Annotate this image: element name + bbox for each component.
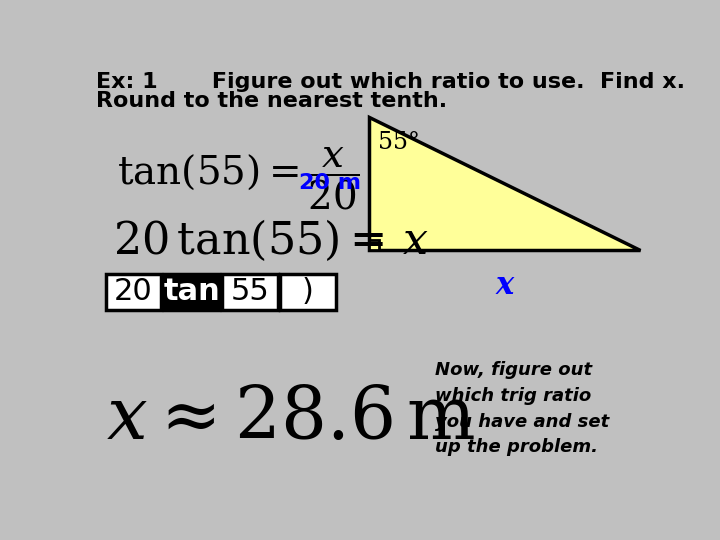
Text: 20: 20 bbox=[114, 278, 153, 307]
Text: tan: tan bbox=[163, 278, 220, 307]
Text: Round to the nearest tenth.: Round to the nearest tenth. bbox=[96, 91, 447, 111]
Text: $x \approx 28.6\,\mathrm{m}$: $x \approx 28.6\,\mathrm{m}$ bbox=[106, 384, 475, 454]
FancyBboxPatch shape bbox=[280, 274, 336, 309]
Text: $\mathrm{tan}(55){=}\dfrac{x}{20}$: $\mathrm{tan}(55){=}\dfrac{x}{20}$ bbox=[117, 146, 359, 212]
FancyBboxPatch shape bbox=[222, 274, 277, 309]
FancyBboxPatch shape bbox=[163, 274, 220, 309]
Text: 20 m: 20 m bbox=[300, 173, 361, 193]
Text: 55°: 55° bbox=[378, 131, 420, 154]
Text: x: x bbox=[495, 269, 513, 301]
Text: ): ) bbox=[302, 278, 314, 307]
Text: 55: 55 bbox=[230, 278, 269, 307]
Text: Ex: 1       Figure out which ratio to use.  Find x.: Ex: 1 Figure out which ratio to use. Fin… bbox=[96, 72, 685, 92]
Polygon shape bbox=[369, 240, 379, 249]
Text: Now, figure out
which trig ratio
you have and set
up the problem.: Now, figure out which trig ratio you hav… bbox=[435, 361, 609, 456]
FancyBboxPatch shape bbox=[106, 274, 161, 309]
Polygon shape bbox=[369, 117, 640, 249]
Text: $20\,\mathrm{tan}(55){=}\,x$: $20\,\mathrm{tan}(55){=}\,x$ bbox=[113, 218, 429, 263]
